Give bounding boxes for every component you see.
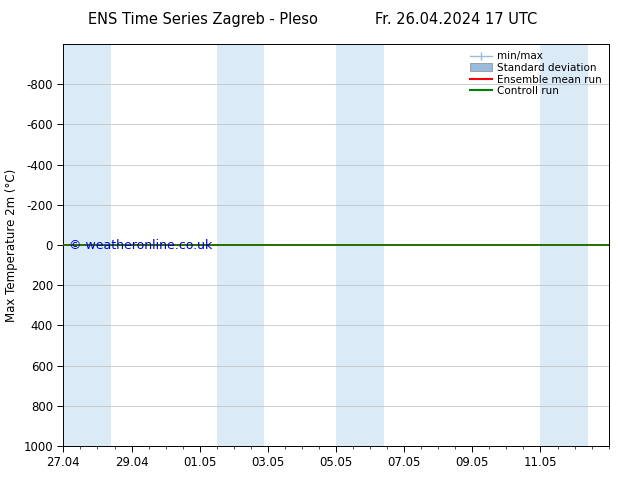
- Bar: [63, 44, 111, 446]
- Bar: [540, 44, 588, 446]
- Y-axis label: Max Temperature 2m (°C): Max Temperature 2m (°C): [5, 169, 18, 321]
- Text: © weatheronline.co.uk: © weatheronline.co.uk: [69, 239, 212, 251]
- Text: ENS Time Series Zagreb - Pleso: ENS Time Series Zagreb - Pleso: [88, 12, 318, 27]
- Bar: [336, 44, 384, 446]
- Legend: min/max, Standard deviation, Ensemble mean run, Controll run: min/max, Standard deviation, Ensemble me…: [467, 49, 604, 98]
- Text: Fr. 26.04.2024 17 UTC: Fr. 26.04.2024 17 UTC: [375, 12, 538, 27]
- Bar: [217, 44, 264, 446]
